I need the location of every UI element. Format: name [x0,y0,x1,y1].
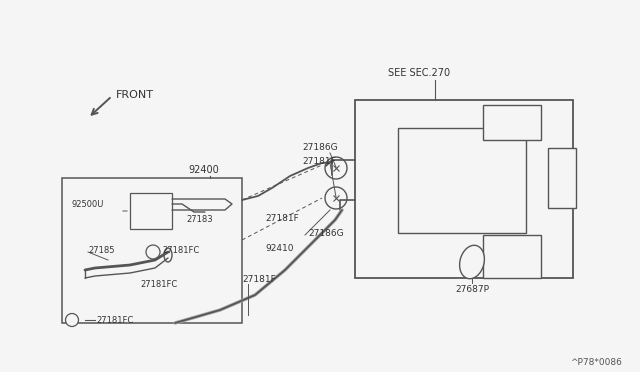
Text: 92500U: 92500U [72,200,104,209]
Text: 27183: 27183 [186,215,212,224]
Text: 27185: 27185 [88,246,115,255]
Bar [62,178,242,323]
Text: 27186G: 27186G [302,143,338,152]
Text: 27181F: 27181F [265,214,299,223]
Text: 27186G: 27186G [308,229,344,238]
Ellipse shape [164,248,172,262]
Text: 27181FC: 27181FC [162,246,199,255]
Bar [483,235,541,278]
Bar [548,148,576,208]
Text: 27687P: 27687P [455,285,489,294]
Text: 27181F: 27181F [242,275,276,284]
Bar [398,128,526,233]
Ellipse shape [325,187,347,209]
Ellipse shape [146,245,160,259]
Bar [130,193,172,229]
Text: 27181FC: 27181FC [140,280,177,289]
Text: 27181FC: 27181FC [96,316,133,325]
Text: 92410: 92410 [265,244,294,253]
Ellipse shape [325,157,347,179]
Ellipse shape [65,314,79,327]
Text: FRONT: FRONT [116,90,154,100]
Text: 27181F: 27181F [302,157,336,166]
Text: SEE SEC.270: SEE SEC.270 [388,68,450,78]
Bar [355,100,573,278]
Text: ^P78*0086: ^P78*0086 [570,358,622,367]
Bar [483,105,541,140]
Ellipse shape [460,245,484,279]
Text: 92400: 92400 [188,165,219,175]
